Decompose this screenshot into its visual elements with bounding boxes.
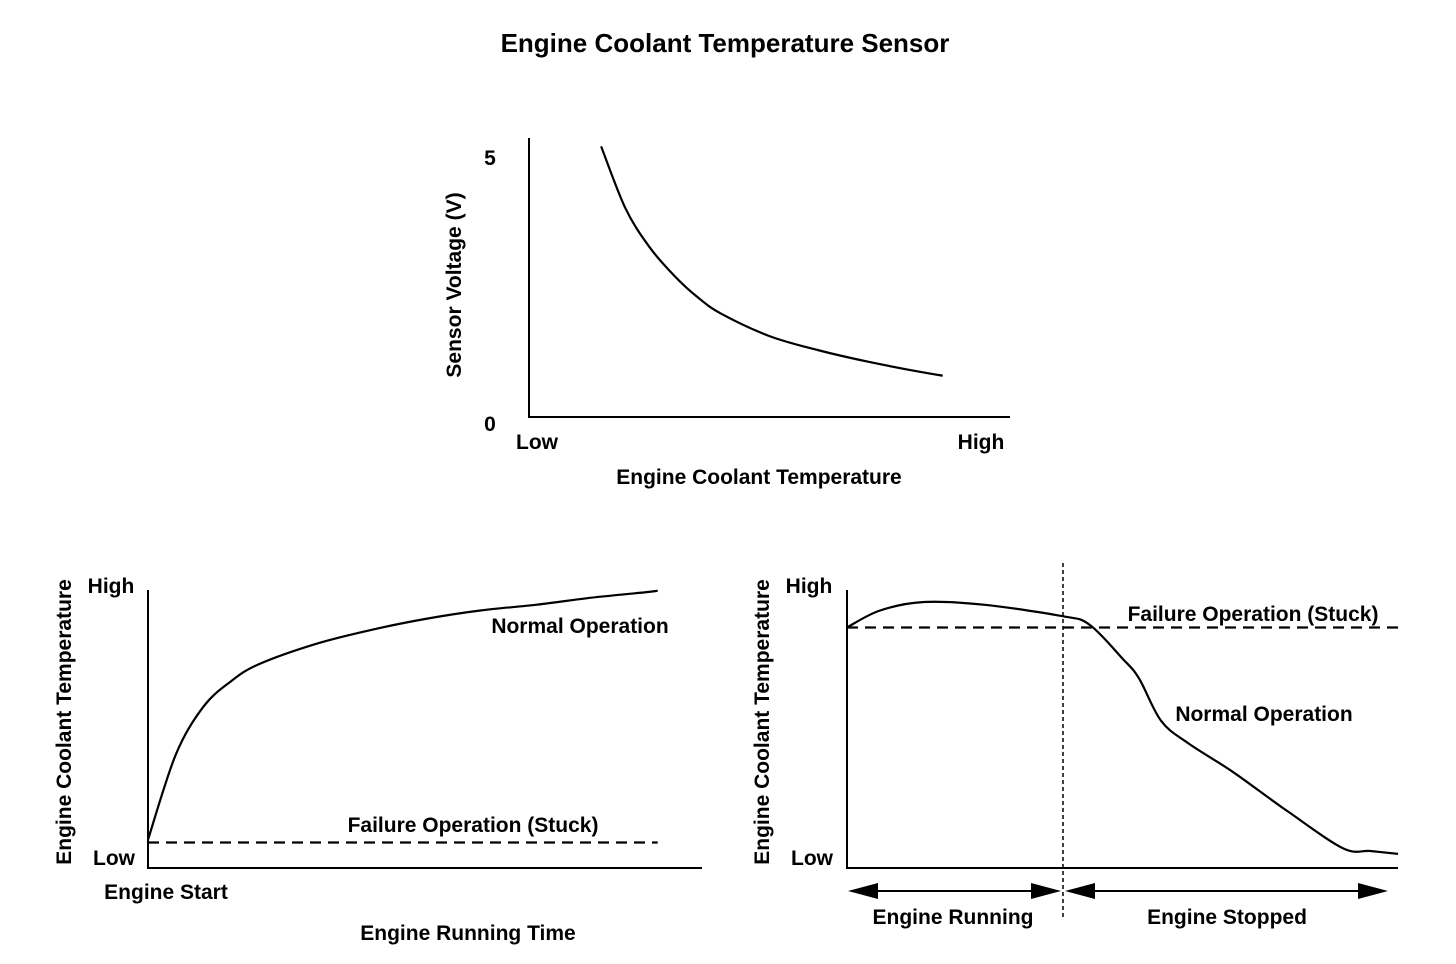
- chart1-x-axis-label: Engine Coolant Temperature: [616, 466, 901, 489]
- chart2-axes: [147, 590, 702, 869]
- chart3-ytick-high: High: [786, 575, 833, 598]
- chart1-y-axis-label: Sensor Voltage (V): [443, 192, 466, 377]
- chart2-y-axis-label: Engine Coolant Temperature: [53, 579, 76, 864]
- chart1-curve-line: [600, 145, 943, 377]
- chart3-normal-operation-line: [846, 600, 1399, 855]
- chart1-ytick-bottom: 0: [484, 413, 496, 436]
- chart2-series-group: [146, 589, 658, 844]
- engine-running-arrow: [848, 883, 1061, 899]
- voltage-vs-temperature-chart: 5 0 Low High Engine Coolant Temperature …: [443, 138, 1010, 489]
- chart1-ytick-top: 5: [484, 147, 496, 170]
- chart3-axes: [846, 590, 1398, 869]
- chart2-normal-operation-label: Normal Operation: [491, 615, 668, 638]
- chart1-xtick-low: Low: [516, 431, 559, 454]
- chart1-xtick-high: High: [958, 431, 1005, 454]
- chart2-ytick-high: High: [88, 575, 135, 598]
- temperature-vs-running-time-chart: High Low Engine Start Engine Running Tim…: [53, 575, 702, 945]
- temperature-running-vs-stopped-chart: High Low Engine Coolant Temperature Fail…: [751, 563, 1399, 929]
- chart3-ytick-low: Low: [791, 847, 834, 870]
- chart3-normal-operation-label: Normal Operation: [1175, 703, 1352, 726]
- chart2-ytick-low: Low: [93, 847, 136, 870]
- chart3-failure-operation-label: Failure Operation (Stuck): [1128, 603, 1379, 626]
- chart2-x-axis-label: Engine Running Time: [360, 922, 575, 945]
- chart1-axes: [528, 138, 1010, 418]
- chart2-engine-start-label: Engine Start: [104, 881, 228, 904]
- engine-running-label: Engine Running: [873, 906, 1034, 929]
- chart3-series-group: [846, 600, 1399, 855]
- figure-title: Engine Coolant Temperature Sensor: [501, 28, 950, 58]
- engine-stopped-label: Engine Stopped: [1147, 906, 1307, 929]
- engine-stopped-arrow: [1065, 883, 1388, 899]
- chart2-normal-operation-line: [146, 589, 658, 841]
- chart2-failure-operation-label: Failure Operation (Stuck): [348, 814, 599, 837]
- chart3-y-axis-label: Engine Coolant Temperature: [751, 579, 774, 864]
- chart1-series-group: [600, 145, 943, 377]
